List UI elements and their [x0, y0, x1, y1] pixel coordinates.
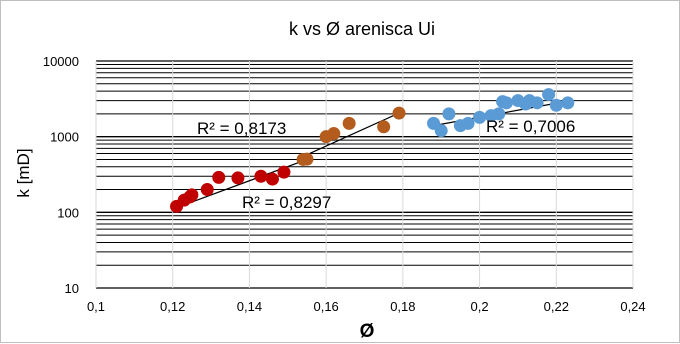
data-point [530, 96, 544, 110]
data-point [200, 183, 214, 197]
x-tick-label: 0,22 [544, 299, 569, 314]
data-point [461, 116, 475, 130]
data-point [254, 169, 268, 183]
data-point [212, 170, 226, 184]
y-tick-label: 10000 [43, 54, 79, 69]
chart-title: k vs Ø arenisca Ui [289, 19, 435, 39]
data-point [342, 116, 356, 130]
x-tick-label: 0,1 [87, 299, 105, 314]
x-tick-label: 0,14 [237, 299, 262, 314]
data-point [434, 124, 448, 138]
data-point [327, 127, 341, 141]
r2-labels: R² = 0,8297 R² = 0,8173 R² = 0,7006 [197, 117, 575, 212]
data-points [170, 88, 575, 213]
data-point [473, 110, 487, 124]
data-point [277, 165, 291, 179]
r2-label: R² = 0,7006 [486, 117, 575, 136]
data-point [265, 172, 279, 186]
x-tick-label: 0,18 [390, 299, 415, 314]
data-point [549, 98, 563, 112]
data-point [185, 188, 199, 202]
tick-labels: 0,1 0,12 0,14 0,16 0,18 0,2 0,22 0,24 10 100 1000 1… [43, 54, 646, 314]
data-point [542, 88, 556, 102]
y-tick-label: 10 [65, 281, 79, 296]
x-tick-label: 0,24 [620, 299, 645, 314]
x-tick-label: 0,12 [160, 299, 185, 314]
data-point [499, 96, 513, 110]
y-tick-label: 1000 [50, 130, 79, 145]
x-tick-label: 0,16 [313, 299, 338, 314]
data-point [377, 120, 391, 134]
data-point [392, 106, 406, 120]
data-point [300, 152, 314, 166]
data-point [442, 107, 456, 121]
y-tick-label: 100 [57, 205, 79, 220]
r2-label: R² = 0,8297 [242, 193, 331, 212]
data-point [561, 96, 575, 110]
x-tick-label: 0,2 [471, 299, 489, 314]
data-point [231, 171, 245, 185]
data-point [492, 107, 506, 121]
y-axis-label: k [mD] [14, 148, 33, 197]
r2-label: R² = 0,8173 [197, 119, 286, 138]
x-axis-label: Ø [360, 321, 375, 342]
